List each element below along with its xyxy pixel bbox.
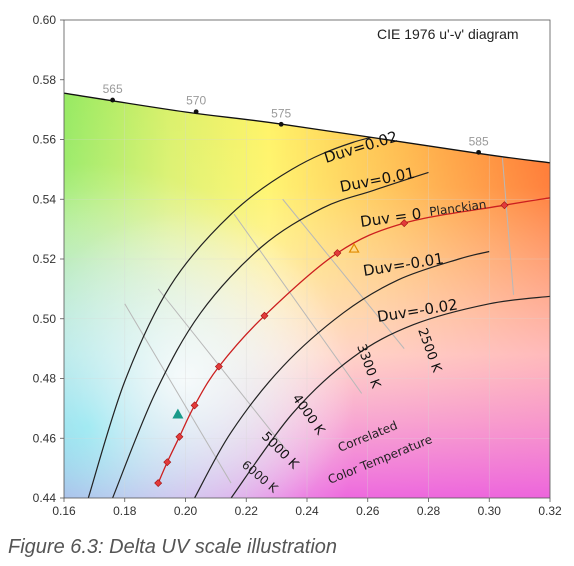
planckian-marker <box>333 249 342 257</box>
y-tick-label: 0.54 <box>33 192 57 206</box>
isotemp-line <box>233 213 363 394</box>
y-tick-label: 0.58 <box>33 73 57 87</box>
triangle-marker <box>172 408 184 419</box>
chart-title: CIE 1976 u'-v' diagram <box>377 26 519 42</box>
x-tick-label: 0.30 <box>478 504 502 518</box>
x-tick-label: 0.26 <box>356 504 380 518</box>
planckian-marker <box>190 401 199 410</box>
y-tick-label: 0.44 <box>33 491 57 505</box>
duv-series-line <box>112 171 429 498</box>
figure-caption: Figure 6.3: Delta UV scale illustration <box>8 536 338 558</box>
wavelength-marker <box>110 97 115 103</box>
x-tick-label: 0.16 <box>52 504 76 518</box>
outside-locus-region <box>64 20 550 163</box>
x-tick-label: 0.18 <box>113 504 137 518</box>
planckian-marker <box>154 479 163 488</box>
duv-series-line <box>230 295 550 498</box>
y-tick-label: 0.46 <box>33 431 57 445</box>
y-tick-label: 0.48 <box>33 372 57 386</box>
planckian-marker <box>175 432 184 441</box>
x-tick-label: 0.22 <box>235 504 259 518</box>
planckian-marker <box>214 362 223 371</box>
y-tick-label: 0.56 <box>33 133 57 147</box>
isotemp-line <box>157 288 290 454</box>
duv-series-line <box>87 124 429 498</box>
isotemp-line <box>124 303 232 484</box>
isotemp-line <box>500 145 515 295</box>
planckian-marker <box>260 311 269 320</box>
x-tick-label: 0.20 <box>174 504 198 518</box>
wavelength-label: 585 <box>469 134 489 148</box>
duv-series-line <box>194 250 490 498</box>
wavelength-marker <box>193 109 199 115</box>
title-box <box>370 22 548 46</box>
x-tick-label: 0.32 <box>538 504 562 518</box>
triangle-marker <box>348 242 360 253</box>
wavelength-label: 575 <box>271 106 291 120</box>
planckian-marker <box>400 219 409 228</box>
x-tick-label: 0.28 <box>417 504 441 518</box>
y-tick-label: 0.60 <box>33 13 57 27</box>
duv-series-line <box>157 197 550 484</box>
wavelength-marker <box>278 121 284 127</box>
wavelength-label: 565 <box>103 82 123 96</box>
y-tick-label: 0.52 <box>33 252 57 266</box>
x-tick-label: 0.24 <box>295 504 319 518</box>
wavelength-marker <box>476 149 482 155</box>
y-tick-label: 0.50 <box>33 312 57 326</box>
planckian-marker <box>500 201 509 210</box>
isotemp-line <box>282 198 405 349</box>
wavelength-label: 570 <box>186 94 206 108</box>
planckian-marker <box>163 458 172 467</box>
